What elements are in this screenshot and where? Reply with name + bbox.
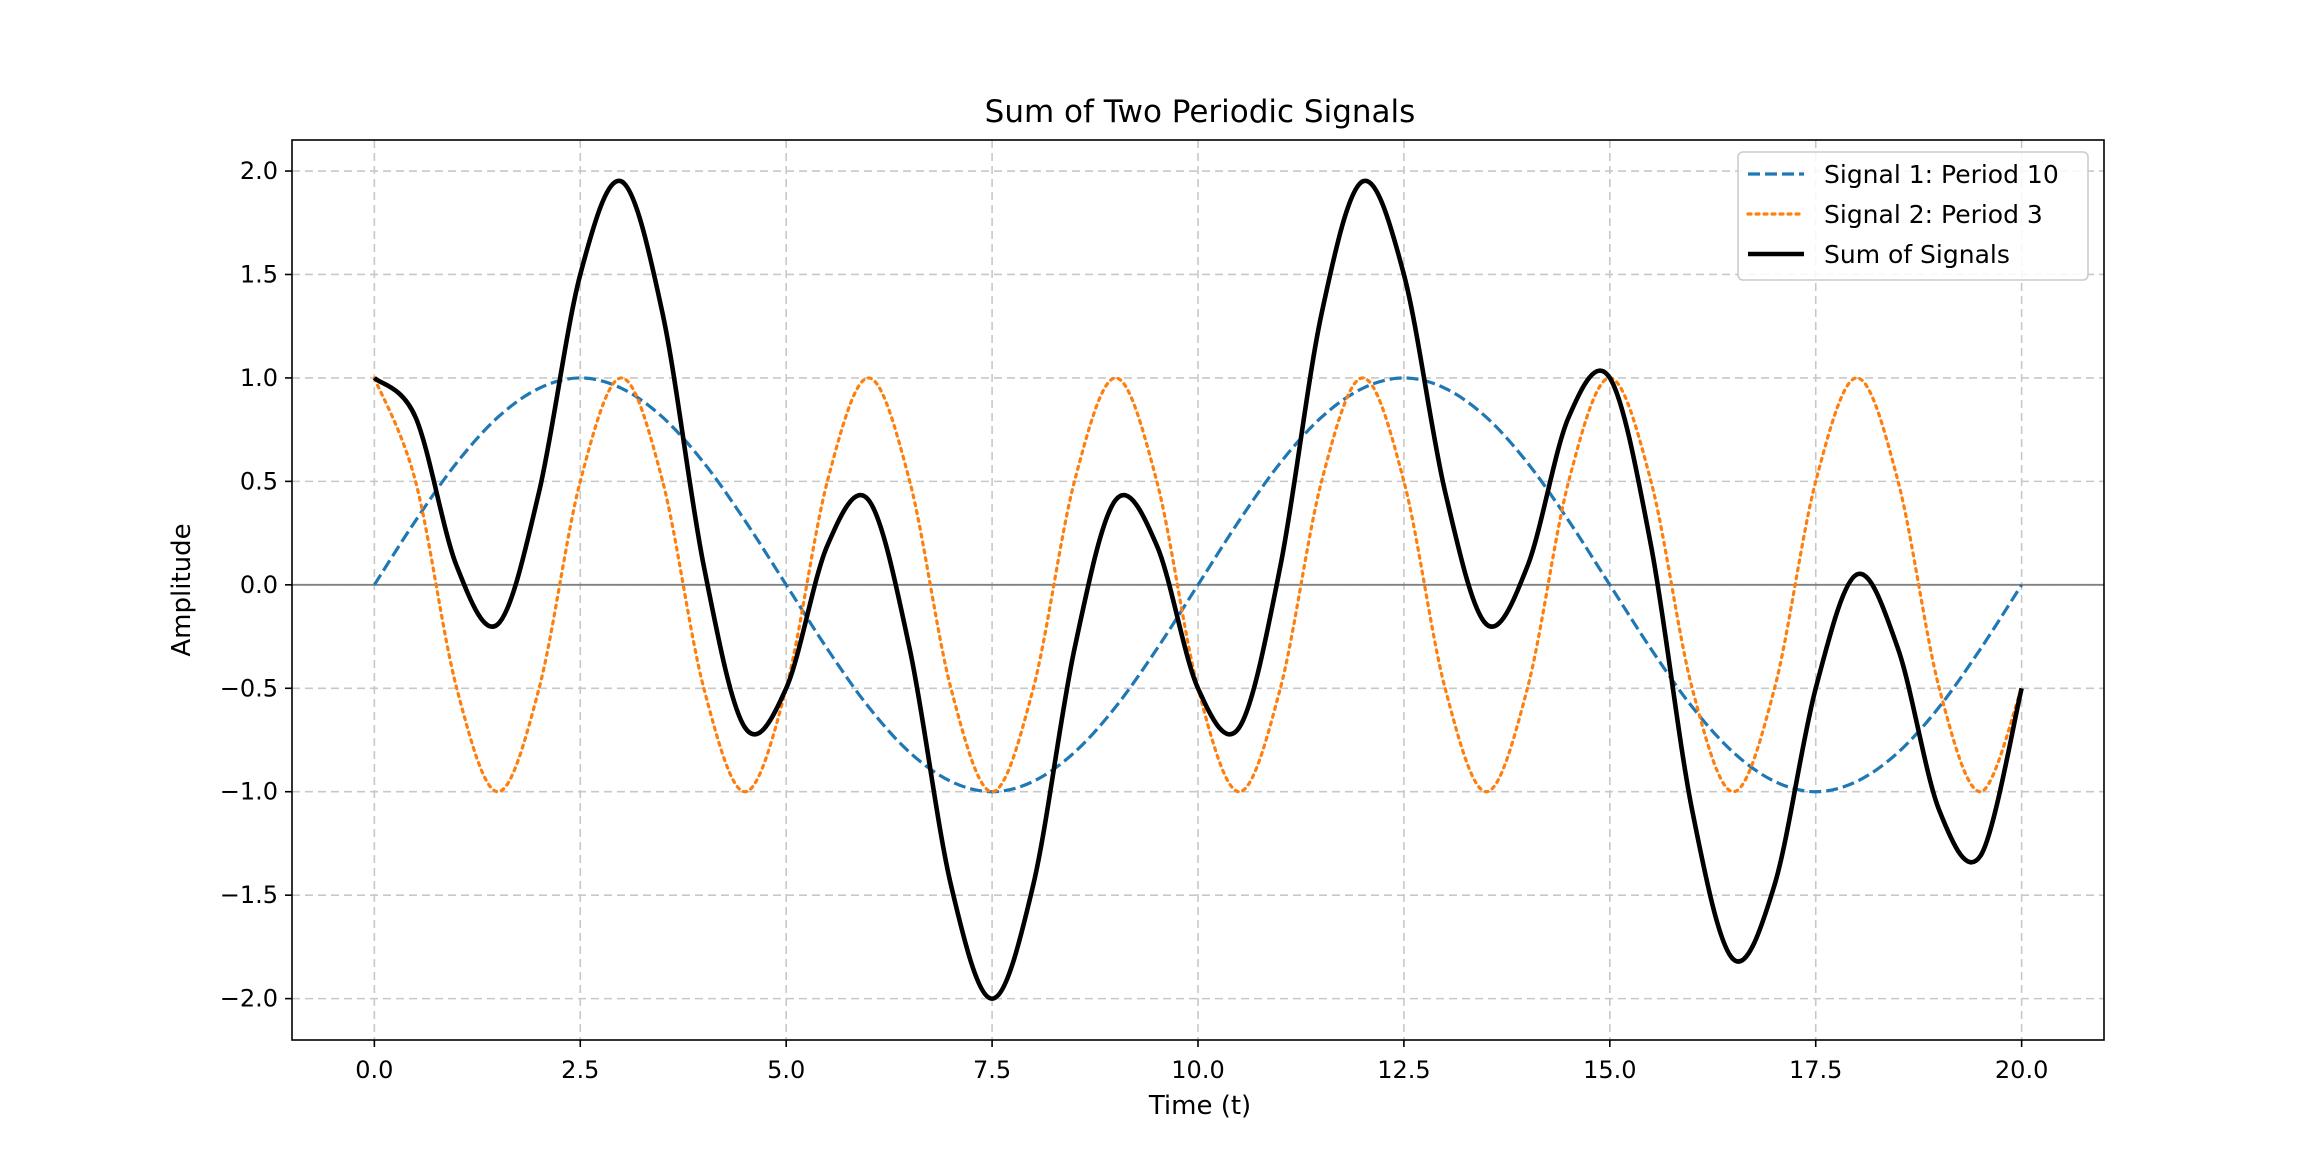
legend-label-1: Signal 1: Period 10 bbox=[1824, 160, 2059, 189]
x-tick-label: 20.0 bbox=[1995, 1056, 2048, 1084]
y-tick-label: 0.0 bbox=[240, 571, 278, 599]
y-tick-label: −0.5 bbox=[220, 674, 278, 702]
legend-box bbox=[1737, 151, 2089, 281]
x-tick-label: 10.0 bbox=[1171, 1056, 1224, 1084]
x-tick-label: 7.5 bbox=[973, 1056, 1011, 1084]
y-tick-label: −1.0 bbox=[220, 778, 278, 806]
series-line-1 bbox=[373, 376, 2023, 794]
y-tick-label: 2.0 bbox=[240, 157, 278, 185]
x-tick-label: 17.5 bbox=[1789, 1056, 1842, 1084]
grid bbox=[292, 140, 2104, 1040]
y-tick-label: 1.5 bbox=[240, 260, 278, 288]
y-tick-label: −2.0 bbox=[220, 985, 278, 1013]
series-line-3 bbox=[372, 178, 2024, 1001]
y-tick-label: 1.0 bbox=[240, 364, 278, 392]
x-tick-label: 5.0 bbox=[767, 1056, 805, 1084]
x-tick-label: 15.0 bbox=[1583, 1056, 1636, 1084]
x-axis-title: Time (t) bbox=[1148, 1091, 1251, 1121]
legend-label-3: Sum of Signals bbox=[1824, 240, 2010, 269]
y-tick-label: −1.5 bbox=[220, 881, 278, 909]
legend-label-2: Signal 2: Period 3 bbox=[1824, 200, 2043, 229]
legend: Signal 1: Period 10 Signal 2: Period 3 Sum… bbox=[1737, 151, 2089, 281]
x-tick-label: 0.0 bbox=[355, 1056, 393, 1084]
y-axis-title: Amplitude bbox=[167, 523, 197, 656]
chart-title: Sum of Two Periodic Signals bbox=[985, 94, 1416, 130]
x-tick-label: 2.5 bbox=[561, 1056, 599, 1084]
ticks: 0.0 2.5 5.0 7.5 10.0 12.5 15.0 17.5 20.0 −2.0 −1.5… bbox=[220, 157, 2049, 1084]
series-layer bbox=[372, 178, 2024, 1001]
y-tick-label: 0.5 bbox=[240, 467, 278, 495]
x-tick-label: 12.5 bbox=[1377, 1056, 1430, 1084]
